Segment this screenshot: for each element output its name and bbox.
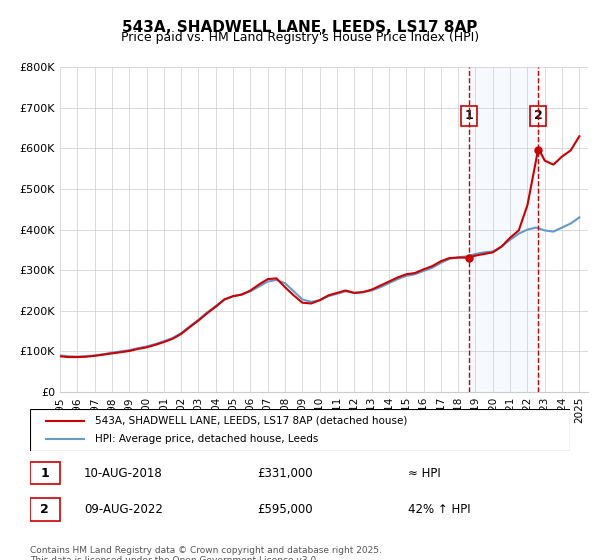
Text: ≈ HPI: ≈ HPI — [408, 466, 441, 480]
Text: 09-AUG-2022: 09-AUG-2022 — [84, 503, 163, 516]
Text: 2: 2 — [40, 503, 49, 516]
Text: 42% ↑ HPI: 42% ↑ HPI — [408, 503, 470, 516]
Text: 1: 1 — [40, 466, 49, 480]
FancyBboxPatch shape — [30, 462, 60, 484]
Text: Contains HM Land Registry data © Crown copyright and database right 2025.
This d: Contains HM Land Registry data © Crown c… — [30, 546, 382, 560]
Text: 1: 1 — [464, 109, 473, 123]
FancyBboxPatch shape — [30, 409, 570, 451]
Text: Price paid vs. HM Land Registry's House Price Index (HPI): Price paid vs. HM Land Registry's House … — [121, 31, 479, 44]
Text: £331,000: £331,000 — [257, 466, 313, 480]
Text: 2: 2 — [533, 109, 542, 123]
FancyBboxPatch shape — [30, 498, 60, 521]
Bar — [469, 67, 538, 392]
Text: 543A, SHADWELL LANE, LEEDS, LS17 8AP (detached house): 543A, SHADWELL LANE, LEEDS, LS17 8AP (de… — [95, 416, 407, 426]
Text: 10-AUG-2018: 10-AUG-2018 — [84, 466, 163, 480]
Text: £595,000: £595,000 — [257, 503, 313, 516]
Text: HPI: Average price, detached house, Leeds: HPI: Average price, detached house, Leed… — [95, 434, 318, 444]
Text: 543A, SHADWELL LANE, LEEDS, LS17 8AP: 543A, SHADWELL LANE, LEEDS, LS17 8AP — [122, 20, 478, 35]
